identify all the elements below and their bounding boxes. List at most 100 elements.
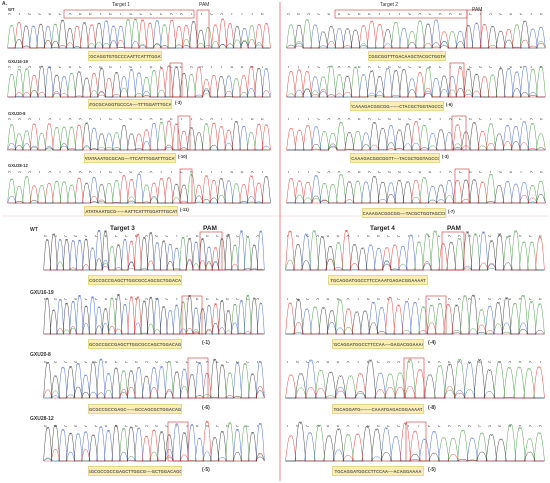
base-calls: T T T C A A A G A C G G C G G T A C G C … (287, 118, 545, 122)
target-box (63, 9, 195, 19)
trace-g (286, 175, 546, 204)
sequence-box: AGACGGCGGTTTGACAAGCTACGCTGGTAGCC (368, 51, 446, 61)
pam-label-4: PAM (447, 225, 461, 232)
trace-g (7, 121, 271, 151)
pam-box (466, 9, 482, 49)
sequence-box: GGCGCCGCCGAGCTTGGCG----GCTGGACAGC (88, 466, 182, 476)
pam-box (169, 62, 183, 98)
target-2-label: Target 2 (380, 2, 399, 8)
base-calls: T G C A G G A T G G C C T T C C A A A T … (286, 235, 544, 239)
trace-a (286, 173, 546, 204)
pam-box (425, 295, 447, 335)
row-label: GXU20-8 (30, 352, 51, 358)
indel-label: (-3) (442, 154, 449, 159)
pam-box (167, 421, 189, 462)
base-calls: T G C A G G A T G G C C T T C C A A A C … (286, 425, 544, 429)
indel-label: (-5) (428, 467, 436, 473)
row-label: GXU16-19 (8, 59, 28, 64)
pam-box (196, 9, 210, 49)
indel-label: (-5) (202, 467, 210, 473)
pam-box (179, 168, 193, 204)
trace-g (43, 424, 265, 462)
base-calls: A A A T G C G C A G G T G T G C C C A A … (8, 66, 270, 70)
indel-label: (-7) (448, 209, 455, 214)
sequence-box: TGCAGGATGGCCTTCCAAATGAGACGGAAAAT (328, 275, 428, 285)
target-1-label: Target 1 (112, 2, 131, 8)
sequence-box: AAATGCGCAGGTGCCCA----TTTGGATTTGCATTT (88, 99, 172, 109)
base-calls: G G C G C C G C C G A G C T T G G C G C … (44, 298, 264, 302)
base-calls: T T T C A A A G A C G G C G G C T A C G … (287, 66, 545, 70)
trace-c (286, 121, 546, 151)
sequence-box: AAATATAAATGCG------AATTCATTTGGATTTGCATTT (84, 206, 178, 216)
row-label: GXU16-19 (30, 290, 54, 296)
pam-box (454, 168, 470, 204)
trace-t (43, 372, 265, 399)
row-label: GXU28-12 (8, 163, 28, 168)
indel-label: (-4) (428, 340, 436, 346)
target-3-label: Target 3 (110, 225, 135, 232)
trace-c (7, 66, 271, 98)
indel-label: (-11) (180, 207, 189, 212)
base-calls: T G C A G G A T G G C C T T C C A A A T … (286, 298, 544, 302)
row-label: GXU20-8 (8, 111, 26, 116)
base-calls: A A A T A T A A A T G C G C A G G T T C … (8, 118, 270, 122)
indel-label: (-3) (175, 100, 182, 105)
pam-box (199, 231, 223, 271)
trace-c (285, 301, 545, 335)
pam-box (405, 421, 427, 462)
pam-label-1: PAM (199, 2, 210, 8)
trace-a (286, 121, 546, 151)
base-calls: G G C G C C G C C G A G C T T G G C G C … (44, 425, 264, 429)
pam-box (449, 62, 465, 98)
indel-label: (-6) (446, 102, 453, 107)
trace-g (7, 176, 271, 204)
row-label-wt: WT (30, 227, 38, 233)
pam-box (187, 357, 209, 399)
base-calls: A T G C G C A G G T G T G C C C A A T T … (8, 13, 270, 17)
trace-t (285, 296, 545, 335)
trace-t (7, 18, 271, 49)
pam-label-2: PAM (472, 7, 483, 13)
pam-box (177, 115, 191, 151)
base-calls: A A A T A T A A A T G C G A A T T C A T … (8, 171, 270, 175)
sequence-box: TTTCAAAGACGGCGGTT----TACGCTGGTAGCCCAA (350, 153, 440, 163)
indel-label: (-10) (178, 154, 188, 159)
trace-t (7, 120, 271, 151)
indel-label: (-1) (202, 340, 210, 346)
base-calls: A G A C G G C G G T T T G A C A A G C T … (287, 13, 545, 17)
indel-label: (-6) (202, 405, 210, 411)
trace-c (7, 123, 271, 151)
trace-g (285, 421, 545, 462)
pam-box (181, 295, 203, 335)
trace-t (286, 20, 546, 49)
sequence-box: GGCGCCGCCGAGCTTGGCGCCAGCGCTGGACAGC (88, 275, 182, 285)
trace-t (285, 422, 545, 462)
base-calls: T T T C A A A G A C G G C G G T A C G C … (287, 171, 545, 175)
sequence-box: GGCGCCGCCGAGCTTGGCGCCAGCTGGACAGC (88, 339, 182, 349)
pam-box (441, 231, 465, 271)
trace-t (7, 65, 271, 98)
sequence-box: TGCAGGATGGCCTTCCAA----ACAGGAAAA (332, 466, 424, 476)
panel-letter: A. (2, 1, 7, 7)
trace-t (286, 178, 546, 204)
trace-t (285, 229, 545, 271)
sequence-box: TGCAGGATG--------CAAATGAGACGGAAAAT (332, 404, 424, 414)
trace-t (43, 296, 265, 335)
sequence-box: GGCGCCGCCGAGC------GCCAGCGCTGGACAGC (88, 404, 182, 414)
pam-box (403, 357, 425, 399)
trace-g (43, 358, 265, 399)
trace-t (43, 233, 265, 271)
trace-t (43, 420, 265, 462)
trace-t (286, 121, 546, 151)
pam-box (451, 115, 467, 151)
sequence-box: ATGCGCAGGTGTGCCCAATTCATTTGGATTTG (88, 51, 162, 61)
base-calls: G G C G C C G C C G A G C T T G G C G C … (44, 235, 264, 239)
pam-label-3: PAM (203, 225, 217, 232)
row-label-wt: WT (8, 7, 15, 12)
trace-t (286, 67, 546, 98)
